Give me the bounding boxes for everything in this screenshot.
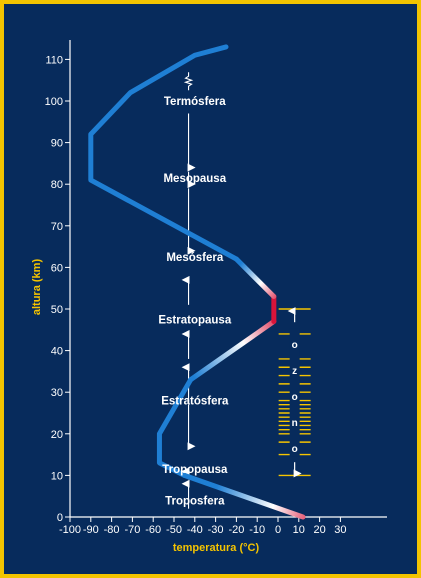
layer-label: Mesósfera: [166, 252, 223, 264]
x-tick-label: -30: [208, 524, 224, 536]
x-tick-label: -90: [83, 524, 99, 536]
y-tick-label: 30: [51, 387, 63, 399]
ozone-letter: o: [292, 340, 298, 351]
x-tick-label: -80: [104, 524, 120, 536]
x-tick-label: -70: [124, 524, 140, 536]
temperature-curve: [88, 44, 306, 520]
chart-frame: [4, 4, 417, 574]
y-tick-label: 0: [57, 512, 63, 524]
ozone-letter: z: [292, 366, 297, 377]
break-zigzag: [183, 72, 194, 91]
x-tick-label: 0: [275, 524, 281, 536]
y-tick-label: 50: [51, 304, 63, 316]
x-tick-label: 10: [293, 524, 305, 536]
x-tick-label: -20: [228, 524, 244, 536]
layer-label: Tropopausa: [162, 464, 228, 476]
x-tick-label: -60: [145, 524, 161, 536]
y-tick-label: 70: [51, 221, 63, 233]
y-tick-label: 60: [51, 262, 63, 274]
y-axis-title: altura (km): [31, 259, 43, 316]
y-tick-label: 10: [51, 470, 63, 482]
ozone-label-backdrop: [289, 328, 300, 457]
ozone-letter: o: [292, 444, 298, 455]
curve-troposphere: [181, 472, 306, 520]
layer-label: Mesopausa: [163, 173, 226, 185]
curve-stratosphere: [188, 318, 277, 383]
x-tick-label: -100: [59, 524, 81, 536]
x-tick-label: -40: [187, 524, 203, 536]
x-tick-label: 30: [334, 524, 346, 536]
x-axis-title: temperatura (°C): [173, 542, 260, 554]
layer-label: Termósfera: [164, 96, 226, 108]
x-tick-label: 20: [313, 524, 325, 536]
ozone-letter: n: [292, 418, 298, 429]
layer-label: Estratósfera: [161, 396, 229, 408]
layer-labels: Troposfera Tropopausa Estratósfera Estratop…: [158, 96, 231, 507]
layer-label: Estratopausa: [158, 314, 231, 326]
curve-mesosphere: [233, 256, 277, 300]
curve-tropopause: [156, 377, 194, 478]
x-tick-label: -10: [249, 524, 265, 536]
y-tick-label: 110: [45, 54, 63, 66]
y-tick-label: 40: [51, 346, 63, 358]
ozone-letter: o: [292, 392, 298, 403]
ozone-band: o z o n o: [278, 307, 311, 478]
y-tick-label: 100: [45, 96, 63, 108]
layer-arrows: [181, 72, 196, 509]
y-tick-label: 90: [51, 138, 63, 150]
y-tick-label: 20: [51, 429, 63, 441]
y-tick-label: 80: [51, 179, 63, 191]
x-tick-label: -50: [166, 524, 182, 536]
curve-upper: [88, 44, 239, 262]
layer-label: Troposfera: [165, 495, 225, 507]
